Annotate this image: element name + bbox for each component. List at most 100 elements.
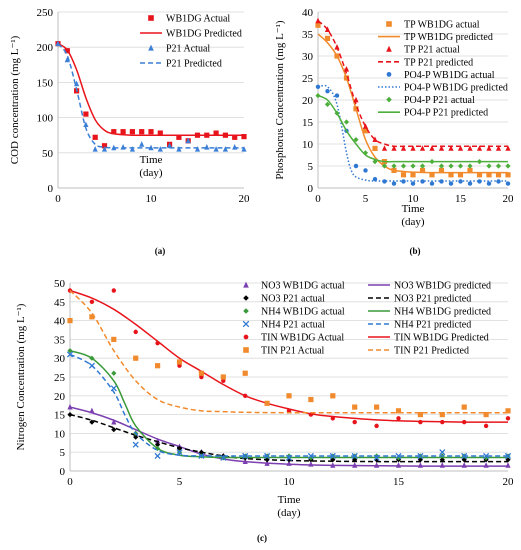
chart-a-data-point	[204, 143, 210, 150]
chart-c-data-point	[133, 355, 139, 361]
chart-b-data-point	[505, 181, 511, 186]
chart-a-data-point	[241, 134, 247, 140]
chart-c-series-line	[69, 413, 508, 463]
chart-c-legend-swatch-marker	[243, 308, 249, 314]
chart-a-data-point	[213, 146, 219, 152]
chart-b-data-point	[505, 163, 511, 169]
chart-c-series-line	[69, 349, 508, 459]
chart-b-data-point	[372, 145, 378, 151]
chart-b-series-4	[315, 84, 511, 186]
chart-c-legend-label: NO3 P21 predicted	[394, 294, 471, 305]
chart-a-series-2	[55, 40, 247, 152]
chart-b-legend-swatch-marker	[386, 45, 392, 52]
chart-b-x-tick-label: 10	[408, 193, 420, 205]
chart-a-data-point	[167, 142, 173, 149]
chart-a-data-point	[129, 129, 135, 135]
chart-b-data-point	[343, 119, 350, 125]
chart-c-series-6	[66, 351, 512, 461]
chart-c-x-axis-unit: (day)	[277, 507, 301, 519]
chart-c-data-point	[133, 434, 139, 440]
chart-c-data-point	[330, 393, 336, 399]
chart-b-series-2	[315, 17, 511, 151]
chart-b-data-point	[429, 172, 435, 178]
chart-c-x-tick-label: 20	[503, 476, 515, 488]
chart-b-data-point	[353, 137, 359, 143]
chart-c-data-point	[374, 457, 380, 463]
chart-a-data-point	[101, 146, 108, 152]
chart-c-legend-label: NH4 WB1DG actual	[261, 307, 345, 318]
chart-c-data-point	[417, 462, 423, 468]
chart-a-legend-label: P21 Actual	[166, 44, 210, 55]
chart-b-legend-item: TP WB1DG predicted	[378, 32, 493, 43]
chart-c-data-point	[199, 374, 204, 380]
chart-c-legend-swatch-marker	[242, 320, 250, 328]
chart-b-data-point	[391, 145, 397, 151]
chart-b-data-point	[410, 181, 416, 186]
chart-c-y-tick-label: 25	[54, 372, 66, 384]
chart-c-y-tick-label: 50	[54, 278, 66, 290]
chart-c-series-line	[69, 289, 509, 423]
chart-c-legend-item: NH4 P21 actual	[242, 320, 325, 331]
chart-b-y-tick-label: 15	[302, 117, 314, 129]
chart-c-data-point	[264, 400, 270, 406]
chart-b-panel-label: (b)	[410, 246, 421, 256]
chart-a-data-point	[232, 134, 238, 140]
chart-b-data-point	[372, 136, 378, 142]
chart-b-y-axis-title: Phosphorus Concentration (mg L⁻¹)	[274, 20, 286, 179]
chart-b-data-point	[486, 145, 492, 151]
chart-c-y-tick-label: 40	[54, 316, 66, 328]
chart-c-data-point	[329, 452, 336, 460]
chart-c-legend-label: NO3 WB1DG predicted	[394, 281, 491, 292]
chart-b-y-tick-label: 25	[302, 73, 314, 85]
chart-c-data-point	[242, 370, 248, 376]
chart-c-legend-label: TIN WB1DG Predicted	[394, 333, 489, 344]
chart-c-data-point	[111, 288, 117, 293]
chart-c-gridlines	[70, 282, 508, 453]
chart-a-y-tick-label: 0	[48, 183, 54, 195]
chart-b-y-tick-label: 10	[302, 139, 314, 151]
chart-a-series-1	[57, 43, 244, 137]
chart-a-legend-label: WB1DG Actual	[166, 14, 230, 25]
chart-c-data-point	[417, 457, 423, 463]
chart-a-x-axis-unit: (day)	[139, 167, 163, 179]
chart-a-data-point	[92, 134, 98, 140]
chart-b-data-point	[419, 163, 426, 169]
chart-c-data-point	[308, 396, 314, 403]
chart-b-legend-label: PO4-P WB1DG predicted	[404, 83, 508, 94]
chart-b-data-point	[495, 145, 502, 151]
chart-c-data-point	[505, 416, 511, 421]
chart-b-legend-label: PO4-P P21 actual	[404, 95, 475, 106]
chart-c-legend-item: TIN P21 Actual	[243, 346, 325, 357]
chart-c-data-point	[395, 462, 402, 468]
chart-a-ticks: 0 50 100 150 200 250 0 10 20	[37, 7, 251, 205]
chart-b: 0 5 10 15 20 25 30 35 40 0 5 10 15 20 Time(day) Phospho…	[274, 7, 514, 256]
chart-a-x-tick-label: 0	[55, 193, 61, 205]
chart-a-data-point	[101, 143, 108, 149]
chart-c-legend-label: NO3 P21 actual	[261, 294, 325, 305]
chart-b-legend-item: TP P21 actual	[386, 45, 460, 56]
chart-c-y-tick-label: 45	[54, 297, 66, 309]
chart-a-y-tick-label: 250	[37, 7, 54, 19]
chart-c-data-point	[155, 363, 161, 369]
chart-c-y-tick-label: 5	[60, 447, 66, 459]
chart-c-data-point	[111, 418, 117, 425]
chart-c-data-point	[111, 370, 117, 376]
chart-c-data-point	[483, 423, 489, 429]
chart-b-series-7	[317, 94, 508, 163]
chart-c-data-point	[352, 419, 357, 425]
chart-b-data-point	[324, 35, 331, 41]
chart-a-data-point	[92, 146, 98, 152]
chart-c-legend-item: NO3 P21 predicted	[368, 294, 471, 305]
chart-b-data-point	[467, 181, 473, 186]
chart-b-x-axis-title: Time	[402, 203, 425, 215]
chart-c-x-tick-label: 10	[284, 476, 296, 488]
chart-c-data-point	[352, 404, 358, 410]
chart-c-y-tick-label: 0	[60, 466, 66, 478]
chart-c-series-line	[69, 289, 508, 414]
chart-a-x-tick-label: 10	[146, 193, 158, 205]
chart-c-data-point	[505, 408, 511, 414]
chart-a-data-point	[83, 111, 89, 117]
chart-b-legend-item: PO4-P WB1DG actual	[386, 70, 495, 81]
chart-c-data-point	[417, 452, 424, 460]
